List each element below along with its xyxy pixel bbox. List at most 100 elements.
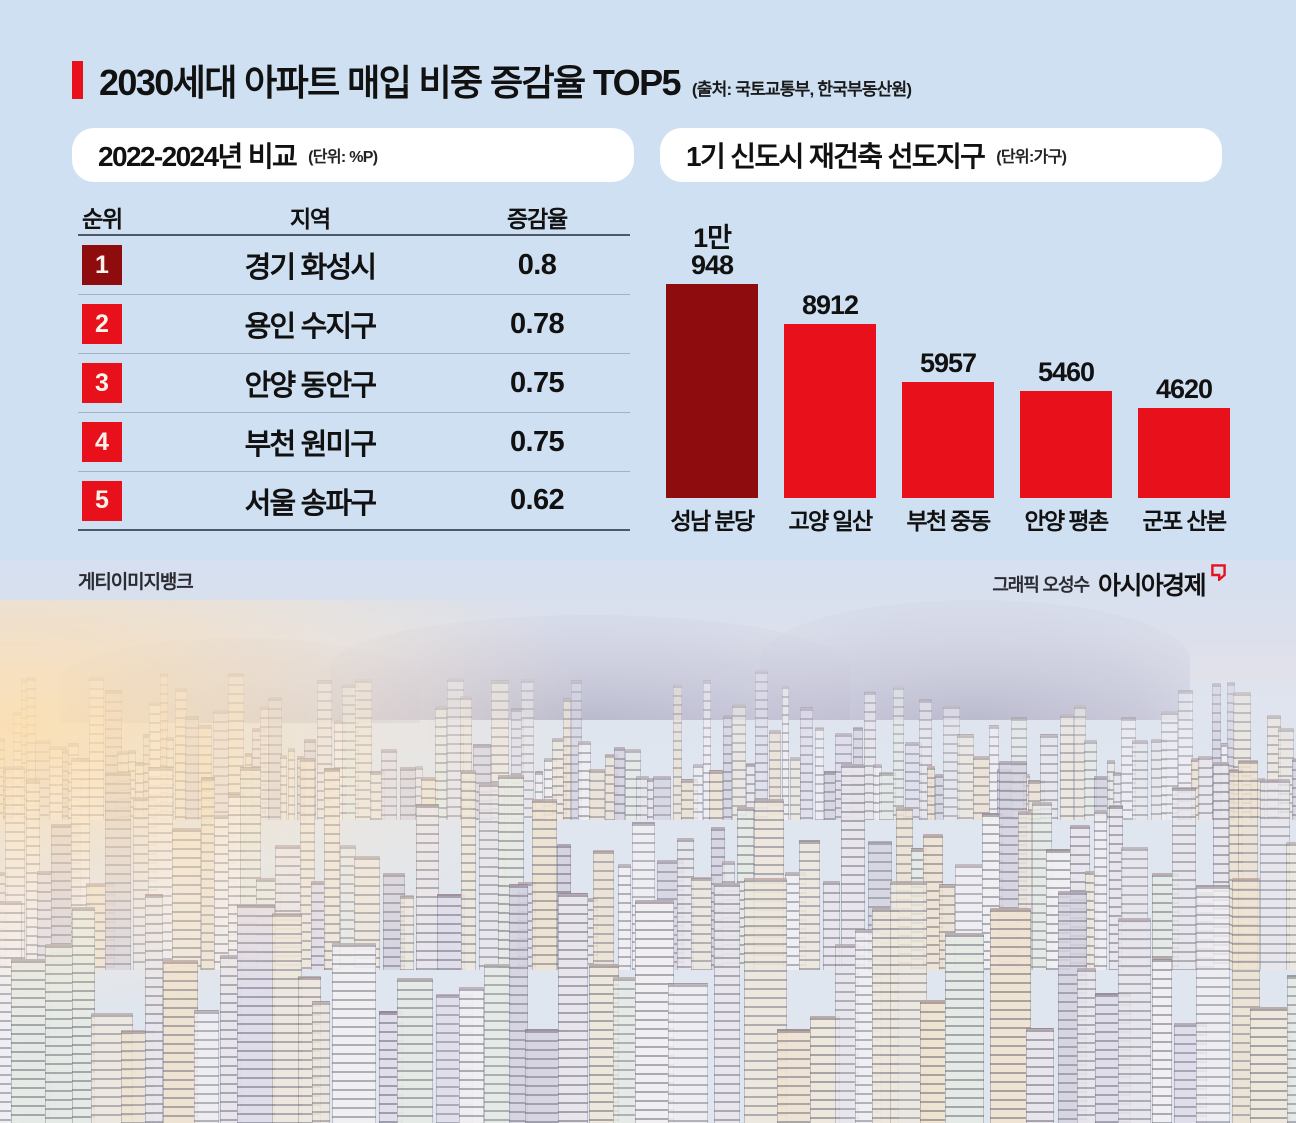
photo-building (635, 900, 674, 1123)
photo-building (145, 894, 163, 1123)
bar-category-label: 군포 산본 (1142, 508, 1227, 534)
table-cell-value: 0.62 (509, 484, 565, 516)
title-text: 2030세대 아파트 매입 비중 증감율 TOP5 (99, 62, 682, 103)
photo-building (824, 771, 836, 820)
photo-building (397, 978, 433, 1123)
photo-building (618, 864, 631, 970)
cityscape-photo (0, 560, 1296, 1123)
rank-badge: 4 (82, 422, 122, 462)
table-row: 5 서울 송파구 0.62 (78, 472, 630, 531)
table-cell-value: 0.75 (509, 366, 565, 399)
bar-chart-xaxis: 성남 분당 고양 일산 부천 중동 안양 평촌 군포 산본 (660, 502, 1236, 536)
table-cell-area: 경기 화성시 (244, 252, 377, 284)
photo-building (777, 1029, 813, 1123)
bar-category-label: 성남 분당 (670, 508, 755, 534)
table-row: 2 용인 수지구 0.78 (78, 295, 630, 354)
photo-building (484, 964, 511, 1123)
rank-badge: 1 (82, 245, 122, 285)
title-accent-bar (72, 61, 83, 99)
bar-group: 5460 (1014, 196, 1118, 498)
bar (666, 284, 758, 498)
column-header-area: 지역 (290, 206, 331, 232)
photo-building (668, 983, 708, 1123)
bar-value-label: 8912 (801, 290, 859, 320)
bar-group: 8912 (778, 196, 882, 498)
table-cell-rank: 1 (78, 245, 176, 285)
left-panel-header: 2022-2024년 비교 (단위: %P) (72, 128, 634, 182)
table-cell-rank: 3 (78, 363, 176, 403)
bar-value-label: 4620 (1155, 374, 1213, 404)
photo-building (1172, 787, 1196, 970)
photo-building (1250, 1007, 1290, 1123)
bar-chart-plot: 1만 948 8912 5957 5460 4620 (660, 196, 1236, 498)
column-header-value: 증감율 (507, 206, 568, 232)
photo-building (653, 776, 671, 820)
photo-building (332, 943, 376, 1123)
photo-building (1287, 975, 1296, 1123)
photo-building (1286, 842, 1296, 970)
brand-credit: 그래픽 오성수 아시아경제 (992, 564, 1226, 602)
bar-chart: 1만 948 8912 5957 5460 4620 성남 분당 고양 일산 부… (660, 196, 1236, 541)
bar-category-label: 안양 평촌 (1024, 508, 1109, 534)
rank-badge: 3 (82, 363, 122, 403)
photo-building (1026, 1028, 1054, 1123)
bar-group: 5957 (896, 196, 1000, 498)
photo-building (589, 769, 605, 820)
photo-building (312, 1001, 330, 1123)
photo-building (1152, 958, 1172, 1123)
photo-building (1232, 878, 1260, 1123)
bar (902, 382, 994, 498)
bar-group: 1만 948 (660, 196, 764, 498)
table-row: 4 부천 원미구 0.75 (78, 413, 630, 472)
bar-value-label: 1만 948 (690, 223, 734, 280)
photo-building (558, 893, 588, 1123)
table-cell-area: 용인 수지구 (244, 311, 377, 343)
table-cell-rank: 4 (78, 422, 176, 462)
photo-building (636, 776, 649, 820)
title-source: (출처: 국토교통부, 한국부동산원) (691, 80, 912, 99)
bar-value-label: 5957 (919, 348, 977, 378)
photo-building (890, 881, 927, 1123)
right-panel-title: 1기 신도시 재건축 선도지구 (686, 141, 986, 172)
page-title: 2030세대 아파트 매입 비중 증감율 TOP5 (출처: 국토교통부, 한국… (72, 54, 912, 106)
column-header-rank: 순위 (82, 206, 123, 232)
photo-building (593, 850, 614, 970)
graphic-credit: 그래픽 오성수 (992, 575, 1090, 595)
table-cell-value: 0.8 (517, 248, 557, 281)
table-cell-value: 0.75 (509, 425, 565, 458)
photo-building (990, 908, 1031, 1123)
photo-building (973, 756, 990, 820)
photo-building (920, 1000, 947, 1123)
bar (784, 324, 876, 498)
photo-building (1094, 810, 1107, 970)
brand-name: 아시아경제 (1097, 572, 1207, 600)
photo-building (194, 1010, 219, 1123)
table-cell-rank: 5 (78, 480, 176, 521)
brand-logo-icon (1211, 564, 1226, 581)
rank-badge: 5 (82, 480, 122, 521)
photo-building (1118, 918, 1151, 1123)
table-header-row: 순위 지역 증감율 (78, 196, 630, 236)
photo-building (459, 987, 484, 1123)
photo-building-band-near (0, 860, 1296, 1123)
bar-group: 4620 (1132, 196, 1236, 498)
rank-badge: 2 (82, 304, 122, 344)
photo-building (799, 840, 820, 970)
photo-building (237, 904, 275, 1123)
bar-category-label: 고양 일산 (788, 508, 873, 534)
bar-value-label: 5460 (1037, 357, 1095, 387)
photo-building (879, 772, 896, 820)
bar (1138, 408, 1230, 498)
bar (1020, 391, 1112, 498)
table-row: 1 경기 화성시 0.8 (78, 236, 630, 295)
photo-credit: 게티이미지뱅크 (78, 572, 194, 593)
photo-building (945, 933, 984, 1123)
photo-building (691, 877, 714, 970)
ranking-table: 순위 지역 증감율 1 경기 화성시 0.8 2 용인 수지구 0.78 3 안… (78, 196, 630, 531)
photo-building (163, 960, 198, 1123)
right-panel-unit: (단위:가구) (996, 149, 1067, 166)
photo-building (1196, 885, 1230, 1123)
left-panel-unit: (단위: %P) (308, 149, 378, 166)
table-row: 3 안양 동안구 0.75 (78, 354, 630, 413)
table-cell-area: 안양 동안구 (244, 370, 377, 402)
